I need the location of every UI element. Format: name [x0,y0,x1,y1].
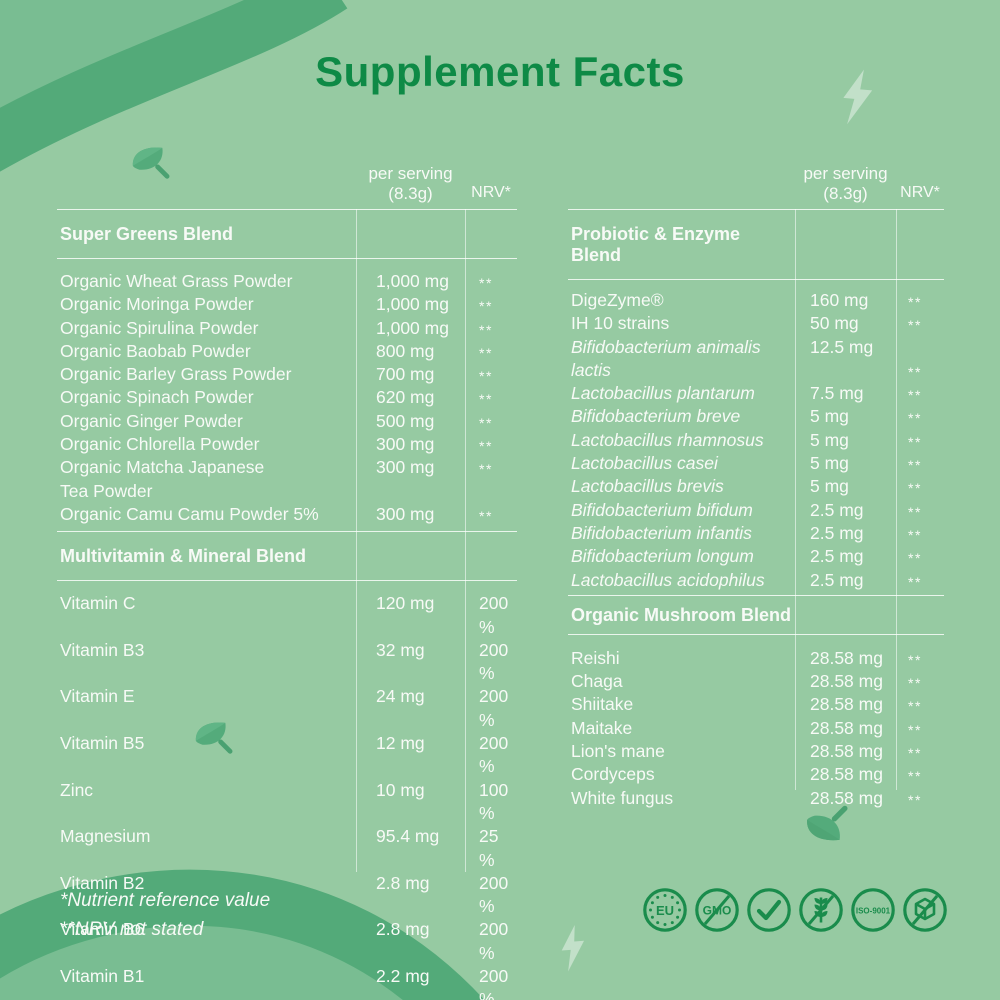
ingredient-row: Bifidobacterium infantis 2.5 mg ** [571,522,922,543]
column-divider [356,209,357,872]
footnote-nrv-not-stated: **NRV not stated [60,919,204,940]
column-divider [465,209,466,872]
leaf-icon [195,722,233,754]
ingredient-row: Magnesium 95.4 mg 25 % [60,826,499,870]
svg-text:EU: EU [656,903,674,918]
ingredient-row: Bifidobacterium breve 5 mg ** [571,406,922,427]
ingredient-row: Lactobacillus plantarum 7.5 mg ** [571,383,922,404]
probiotic-rows: DigeZyme® 160 mg ** IH 10 strains 50 mg … [568,280,944,595]
column-divider [896,209,897,790]
ingredient-row: Cordyceps 28.58 mg ** [571,764,922,785]
ingredient-row: Lactobacillus casei 5 mg ** [571,453,922,474]
top-left-wave [0,0,348,172]
ingredient-row: Vitamin C 120 mg 200 % [60,593,509,637]
lightning-icon [843,69,873,125]
column-divider [795,209,796,790]
ingredient-row: Organic Ginger Powder 500 mg ** [60,410,493,431]
gluten-free-badge-icon [799,888,843,932]
page-title: Supplement Facts [315,48,685,95]
ingredient-row: Organic Barley Grass Powder 700 mg ** [60,364,493,385]
ingredient-row: DigeZyme® 160 mg ** [571,290,922,310]
ingredient-row: Bifidobacterium animalis lactis 12.5 mg … [571,336,922,380]
ingredient-row: Organic Spinach Powder 620 mg ** [60,387,493,408]
leaf-icon [807,805,848,841]
additive-free-badge-icon [903,888,947,932]
super-greens-rows: Organic Wheat Grass Powder 1,000 mg ** O… [57,259,517,531]
mushroom-rows: Reishi 28.58 mg ** Chaga 28.58 mg ** Shi… [568,635,944,815]
ingredient-row: Lactobacillus acidophilus 2.5 mg ** [571,569,922,590]
ingredient-row: Maitake 28.58 mg ** [571,717,922,738]
footnote-nrv-definition: *Nutrient reference value [60,890,271,911]
table-header: per serving (8.3g) NRV* [568,150,944,209]
ingredient-row: Lion's mane 28.58 mg ** [571,741,922,762]
ingredient-row: Vitamin B1 2.2 mg 200 % [60,966,509,1000]
per-serving-header: per serving (8.3g) [803,164,888,203]
bottom-left-wave [0,869,485,1000]
eu-badge-icon: EU [643,888,687,932]
ingredient-row: Organic Chlorella Powder 300 mg ** [60,434,493,455]
certification-badges: EU GMO ISO-9001 [642,887,948,933]
section-super-greens: Super Greens Blend [57,209,517,259]
footnotes: *Nutrient reference value **NRV not stat… [60,886,270,944]
ingredient-row: Vitamin B5 12 mg 200 % [60,733,509,777]
ingredient-row: IH 10 strains 50 mg ** [571,313,922,334]
ingredient-row: Reishi 28.58 mg ** [571,647,922,668]
ingredient-row: Bifidobacterium bifidum 2.5 mg ** [571,499,922,520]
table-header: per serving (8.3g) NRV* [57,150,517,209]
leaf-icon [132,147,170,179]
ingredient-row: Vitamin B2 2.8 mg 200 % [60,872,509,917]
gmo-free-badge-icon: GMO [695,888,739,932]
ingredient-row: Chaga 28.58 mg ** [571,671,922,692]
ingredient-row: Organic Spirulina Powder 1,000 mg ** [60,317,493,338]
ingredient-row: Bifidobacterium longum 2.5 mg ** [571,546,922,567]
multivitamin-rows: Vitamin C 120 mg 200 % Vitamin B3 32 mg … [57,581,517,1000]
ingredient-row: Vitamin B6 2.8 mg 200 % [60,919,509,963]
iso-9001-badge-icon: ISO-9001 [851,888,895,932]
ingredient-row: White fungus 28.58 mg ** [571,787,922,808]
ingredient-row: Organic Moringa Powder 1,000 mg ** [60,294,493,315]
ingredient-row: Organic Camu Camu Powder 5% 300 mg ** [60,503,493,524]
ingredient-row: Shiitake 28.58 mg ** [571,694,922,715]
per-serving-header: per serving (8.3g) [368,164,453,203]
section-multivitamin: Multivitamin & Mineral Blend [57,531,517,582]
checkmark-badge-icon [747,888,791,932]
svg-text:ISO-9001: ISO-9001 [856,907,891,916]
ingredient-row: Vitamin B3 32 mg 200 % [60,639,509,684]
ingredient-row: Zinc 10 mg 100 % [60,779,509,823]
nrv-header: NRV* [900,184,940,201]
ingredient-row: Organic Matcha Japanese Tea Powder 300 m… [60,457,493,501]
section-mushroom: Organic Mushroom Blend [568,594,944,635]
right-nutrition-table: per serving (8.3g) NRV* Probiotic & Enzy… [568,150,944,815]
left-nutrition-table: per serving (8.3g) NRV* Super Greens Ble… [57,150,517,1000]
ingredient-row: Vitamin E 24 mg 200 % [60,686,509,730]
ingredient-row: Lactobacillus rhamnosus 5 mg ** [571,429,922,450]
ingredient-row: Organic Wheat Grass Powder 1,000 mg ** [60,271,493,291]
nrv-header: NRV* [471,184,511,201]
lightning-icon [561,924,585,972]
section-probiotic: Probiotic & Enzyme Blend [568,209,944,280]
ingredient-row: Organic Baobab Powder 800 mg ** [60,340,493,361]
ingredient-row: Lactobacillus brevis 5 mg ** [571,476,922,497]
